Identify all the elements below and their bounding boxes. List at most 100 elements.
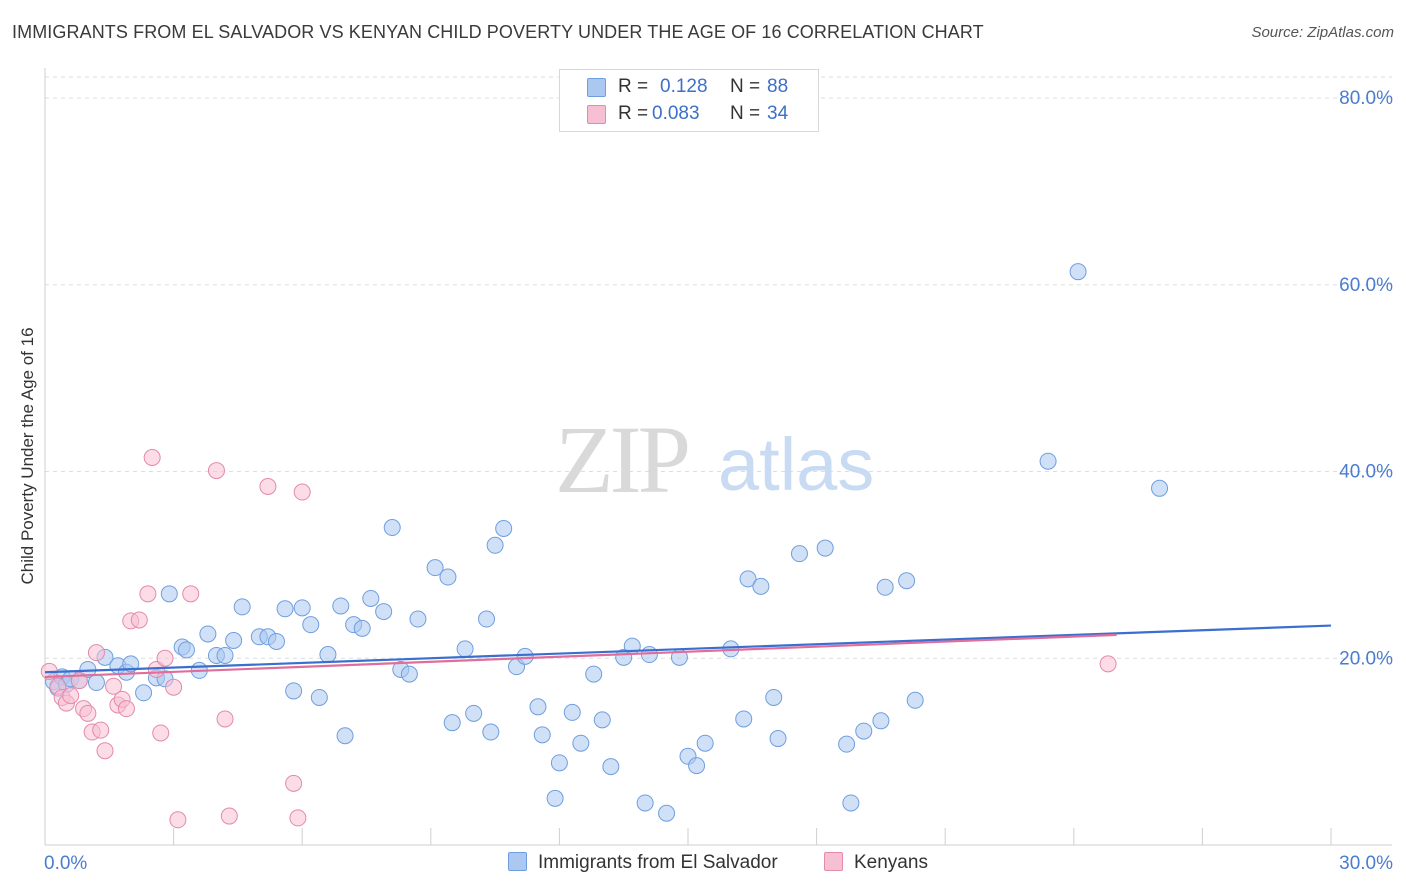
legend-item-kenyans: Kenyans xyxy=(824,852,928,874)
data-point xyxy=(96,742,114,760)
data-point xyxy=(130,611,148,629)
data-point xyxy=(765,688,783,706)
data-point xyxy=(585,665,603,683)
legend-label: Kenyans xyxy=(854,852,928,873)
y-tick-label: 60.0% xyxy=(1339,275,1393,296)
data-point xyxy=(400,665,418,683)
data-point xyxy=(92,721,110,739)
data-point xyxy=(790,545,808,563)
data-point xyxy=(216,710,234,728)
data-point xyxy=(465,704,483,722)
y-tick-label: 80.0% xyxy=(1339,88,1393,109)
data-point xyxy=(1099,655,1117,673)
data-point xyxy=(276,600,294,618)
chart-title: IMMIGRANTS FROM EL SALVADOR VS KENYAN CH… xyxy=(12,22,984,42)
y-axis-label: Child Poverty Under the Age of 16 xyxy=(18,327,37,585)
data-point xyxy=(739,570,757,588)
data-point xyxy=(293,483,311,501)
stats-legend: R = 0.128 N = 88 R = 0.083 N = 34 xyxy=(559,69,819,132)
grid-lines xyxy=(45,76,1392,659)
r-value: 0.083 xyxy=(652,103,700,124)
r-value: 0.128 xyxy=(660,76,708,97)
n-value: 34 xyxy=(767,103,789,124)
data-point xyxy=(529,698,547,716)
data-point xyxy=(658,804,676,822)
data-point xyxy=(233,598,251,616)
data-point xyxy=(486,536,504,554)
data-point xyxy=(353,619,371,637)
data-point xyxy=(165,678,183,696)
source-credit: Source: ZipAtlas.com xyxy=(1251,24,1394,41)
data-point xyxy=(375,603,393,621)
legend-label: Immigrants from El Salvador xyxy=(538,852,778,873)
r-label: R = xyxy=(618,76,649,97)
data-point xyxy=(1039,452,1057,470)
series-el-salvador xyxy=(45,263,1169,822)
data-point xyxy=(439,568,457,586)
legend-swatch-el-salvador xyxy=(587,78,606,97)
data-point xyxy=(259,477,277,495)
y-tick-label: 20.0% xyxy=(1339,648,1393,669)
data-point xyxy=(152,724,170,742)
n-label: N = xyxy=(730,76,761,97)
n-value: 88 xyxy=(767,76,789,97)
trend-line-kenyans xyxy=(44,633,1117,679)
data-point xyxy=(1069,263,1087,281)
data-point xyxy=(207,462,225,480)
y-tick-label: 40.0% xyxy=(1339,462,1393,483)
data-point xyxy=(838,735,856,753)
r-label: R = xyxy=(618,103,649,124)
data-point xyxy=(362,589,380,607)
data-point xyxy=(478,610,496,628)
x-tick-label: 0.0% xyxy=(44,853,87,874)
data-point xyxy=(752,577,770,595)
data-point xyxy=(122,655,140,673)
data-point xyxy=(267,632,285,650)
data-point xyxy=(319,646,337,664)
data-point xyxy=(769,730,787,748)
trend-lines xyxy=(44,624,1332,679)
tick-labels: 20.0% 40.0% 60.0% 80.0% 0.0% 30.0% xyxy=(44,88,1393,874)
legend-swatch-kenyans xyxy=(587,105,606,124)
data-point xyxy=(199,625,217,643)
data-point xyxy=(816,539,834,557)
watermark-atlas: atlas xyxy=(718,423,874,506)
data-point xyxy=(182,585,200,603)
data-point xyxy=(302,616,320,634)
data-point xyxy=(216,646,234,664)
data-point xyxy=(87,644,105,662)
watermark-zip: ZIP xyxy=(555,406,688,513)
data-point xyxy=(482,723,500,741)
data-point xyxy=(593,711,611,729)
data-point xyxy=(409,610,427,628)
data-point xyxy=(105,677,123,695)
data-point xyxy=(636,794,654,812)
data-point xyxy=(177,641,195,659)
data-point xyxy=(332,597,350,615)
data-point xyxy=(1151,479,1169,497)
data-point xyxy=(117,700,135,718)
n-label: N = xyxy=(730,103,761,124)
data-point xyxy=(602,758,620,776)
data-point xyxy=(735,710,753,728)
data-point xyxy=(310,688,328,706)
data-point xyxy=(906,691,924,709)
data-point xyxy=(516,647,534,665)
data-point xyxy=(336,727,354,745)
data-point xyxy=(293,599,311,617)
data-point xyxy=(696,734,714,752)
x-tick-label: 30.0% xyxy=(1339,853,1393,874)
data-point xyxy=(62,687,80,705)
data-point xyxy=(143,448,161,466)
data-point xyxy=(383,519,401,537)
data-point xyxy=(285,682,303,700)
data-point xyxy=(139,585,157,603)
data-point xyxy=(550,754,568,772)
data-point xyxy=(135,684,153,702)
data-point xyxy=(688,757,706,775)
data-point xyxy=(285,774,303,792)
data-point xyxy=(156,649,174,667)
data-point xyxy=(87,674,105,692)
data-point xyxy=(876,578,894,596)
